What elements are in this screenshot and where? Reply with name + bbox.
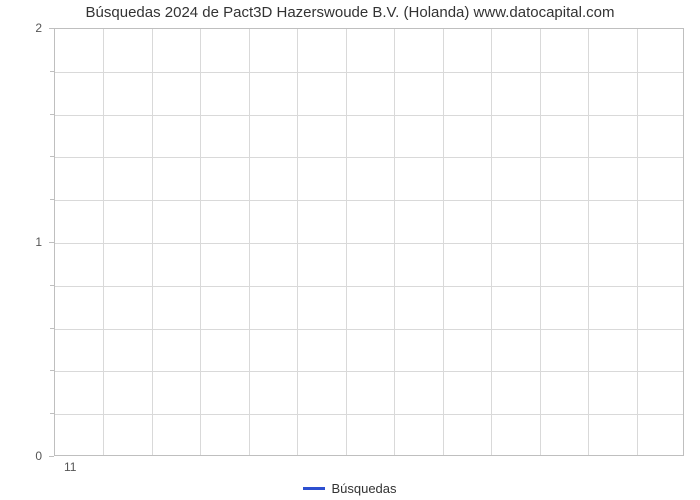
y-tick-label: 2 [0, 21, 42, 35]
y-minor-tick-mark [50, 328, 54, 329]
y-tick-label: 1 [0, 235, 42, 249]
y-minor-tick-mark [50, 370, 54, 371]
gridline-vertical [491, 29, 492, 455]
y-minor-tick-mark [50, 199, 54, 200]
gridline-vertical [200, 29, 201, 455]
gridline-vertical [443, 29, 444, 455]
legend-label: Búsquedas [331, 481, 396, 496]
y-tick-mark [49, 28, 54, 29]
plot-area [54, 28, 684, 456]
legend-item: Búsquedas [303, 481, 396, 496]
y-tick-mark [49, 242, 54, 243]
x-tick-label: 11 [64, 460, 76, 474]
legend: Búsquedas [0, 478, 700, 496]
gridline-vertical [249, 29, 250, 455]
gridline-vertical [103, 29, 104, 455]
legend-swatch [303, 487, 325, 490]
y-tick-mark [49, 456, 54, 457]
y-minor-tick-mark [50, 413, 54, 414]
gridline-vertical [346, 29, 347, 455]
y-minor-tick-mark [50, 114, 54, 115]
gridline-vertical [588, 29, 589, 455]
gridline-vertical [152, 29, 153, 455]
chart-title: Búsquedas 2024 de Pact3D Hazerswoude B.V… [0, 4, 700, 21]
gridline-vertical [297, 29, 298, 455]
y-minor-tick-mark [50, 285, 54, 286]
gridline-vertical [540, 29, 541, 455]
y-minor-tick-mark [50, 156, 54, 157]
chart-container: Búsquedas 2024 de Pact3D Hazerswoude B.V… [0, 0, 700, 500]
y-minor-tick-mark [50, 71, 54, 72]
gridline-vertical [394, 29, 395, 455]
y-tick-label: 0 [0, 449, 42, 463]
gridline-vertical [637, 29, 638, 455]
